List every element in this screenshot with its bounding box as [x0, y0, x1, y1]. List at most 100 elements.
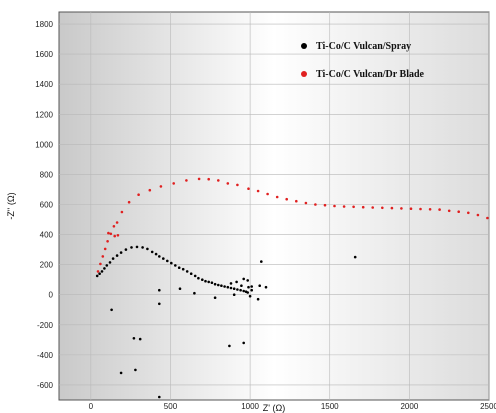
series-1-point: [201, 278, 204, 282]
series-1-point: [242, 341, 245, 345]
series-1-point: [103, 267, 106, 270]
y-tick-label: -200: [37, 321, 54, 330]
series-1-point: [181, 267, 185, 271]
series-2-point: [247, 187, 250, 190]
series-2-point: [101, 255, 105, 258]
legend-label-2: Ti-Co/C Vulcan/Dr Blade: [316, 69, 425, 80]
series-1-point: [239, 288, 242, 292]
series-1-point: [146, 247, 149, 251]
y-tick-label: 200: [40, 261, 54, 270]
series-1-point: [250, 288, 253, 292]
series-2-point: [266, 192, 269, 196]
series-2-point: [120, 210, 124, 214]
series-1-point: [105, 264, 109, 267]
series-1-point: [119, 371, 123, 375]
series-2-point: [323, 203, 327, 207]
y-tick-label: 1400: [35, 80, 53, 89]
series-2-point: [457, 210, 461, 213]
series-1-point: [242, 289, 245, 293]
series-2-point: [486, 216, 489, 220]
series-1-point: [213, 282, 217, 286]
series-1-point: [217, 283, 220, 287]
series-1-point: [158, 302, 161, 306]
series-1-point: [193, 274, 197, 278]
series-1-point: [158, 288, 161, 292]
series-2-point: [99, 262, 102, 266]
axis-ticks: 0 500 1000 1500 2000 2500 -600 -400 -200 0 200 400 6…: [35, 20, 496, 411]
y-tick-label: 1000: [35, 140, 53, 149]
series-1-point: [110, 308, 113, 312]
legend-marker-1: [301, 43, 307, 49]
series-1-point: [95, 274, 99, 278]
series-1-point: [248, 294, 252, 298]
series-2-point: [159, 185, 163, 188]
series-1-point: [111, 257, 115, 260]
series-2-point: [256, 189, 260, 193]
series-1-point: [220, 284, 223, 288]
x-tick-label: 500: [164, 402, 178, 411]
series-1-point: [204, 279, 207, 283]
y-tick-label: 800: [40, 170, 54, 179]
series-2-point: [137, 193, 140, 196]
y-tick-label: 400: [40, 231, 54, 240]
series-2-point: [438, 208, 441, 211]
series-2-point: [112, 225, 116, 228]
series-1-point: [236, 288, 239, 291]
series-1-point: [228, 344, 231, 348]
legend-marker-2: [301, 71, 307, 77]
series-1-point: [134, 368, 137, 372]
series-2-point: [207, 177, 210, 181]
series-1-point: [141, 246, 144, 249]
x-tick-label: 0: [89, 402, 94, 411]
series-2-point: [107, 231, 110, 235]
series-1-point: [150, 250, 154, 254]
series-1-point: [229, 286, 233, 290]
series-1-point: [246, 279, 249, 282]
series-2-point: [400, 207, 403, 210]
series-2-point: [447, 209, 451, 213]
series-1-point: [158, 395, 161, 399]
series-2-point: [467, 211, 470, 215]
series-1-point: [235, 280, 238, 284]
x-tick-label: 1000: [241, 402, 259, 411]
series-1-point: [130, 246, 133, 249]
series-1-point: [138, 337, 142, 341]
series-2-point: [352, 205, 355, 209]
series-2-point: [197, 177, 201, 181]
series-1-point: [240, 284, 243, 288]
series-2-point: [361, 205, 365, 209]
series-1-point: [162, 257, 165, 260]
y-tick-label: 1800: [35, 20, 53, 29]
series-2-point: [371, 206, 375, 209]
series-2-point: [476, 213, 480, 217]
series-1-point: [247, 285, 250, 289]
series-2-point: [381, 206, 384, 210]
series-2-point: [409, 207, 413, 210]
y-tick-label: 600: [40, 200, 54, 209]
series-2-point: [116, 234, 120, 237]
series-1-point: [98, 272, 101, 276]
series-2-point: [295, 199, 298, 203]
series-2-point: [419, 207, 422, 211]
series-1-point: [260, 260, 263, 263]
series-1-point: [124, 248, 128, 251]
series-1-point: [250, 285, 253, 288]
series-2-point: [172, 182, 175, 185]
x-axis-label: Z' (Ω): [263, 403, 285, 413]
series-2-point: [285, 197, 289, 201]
series-2-point: [103, 247, 107, 251]
series-1-point: [170, 261, 173, 265]
series-1-point: [232, 287, 236, 291]
series-1-point: [178, 287, 182, 291]
series-1-point: [226, 285, 230, 289]
x-tick-label: 2000: [400, 402, 418, 411]
series-1-point: [108, 261, 112, 264]
series-1-point: [177, 266, 181, 270]
series-1-point: [166, 259, 169, 263]
series-2-point: [275, 195, 279, 199]
series-1-point: [119, 251, 123, 254]
series-1-point: [353, 255, 357, 259]
series-1-point: [246, 291, 249, 294]
series-2-point: [236, 183, 239, 187]
